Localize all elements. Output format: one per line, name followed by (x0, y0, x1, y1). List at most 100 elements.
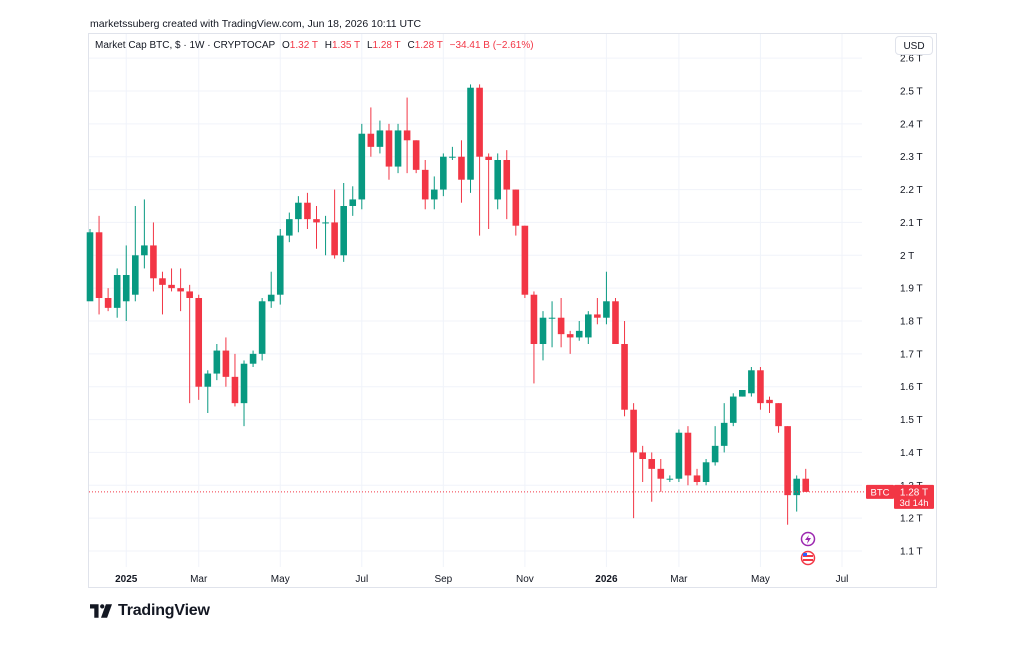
candle-body (693, 475, 701, 482)
candle-body (95, 232, 103, 298)
candle-body (675, 432, 683, 479)
candle-body (86, 232, 94, 302)
x-tick-label: Sep (434, 574, 452, 585)
candle-body (748, 370, 755, 394)
candle-body (612, 301, 619, 344)
candle-body (585, 314, 592, 338)
candle-body (295, 202, 302, 220)
legend-close-label: C (407, 40, 415, 51)
y-tick-label: 2.2 T (900, 185, 923, 196)
candle-body (793, 478, 800, 496)
candle-body (757, 370, 764, 404)
x-tick-label: Jul (836, 574, 849, 585)
candle-body (684, 432, 692, 476)
legend-change: −34.41 B (−2.61%) (449, 40, 534, 51)
bar-countdown: 3d 14h (899, 498, 928, 509)
x-tick-label: May (271, 574, 290, 585)
x-tick-label: 2026 (595, 574, 618, 585)
price-tag-value: 1.28 T (900, 487, 928, 498)
candle-body (122, 275, 130, 302)
us-flag-stripes (803, 555, 813, 557)
price-axis[interactable]: 1.1 T1.2 T1.3 T1.4 T1.5 T1.6 T1.7 T1.8 T… (900, 54, 923, 558)
candle-body (204, 373, 212, 387)
candle-body (449, 156, 456, 158)
candle-body (113, 275, 121, 308)
x-tick-label: Mar (190, 574, 208, 585)
last-price-layer: BTC 1.28 T3d 14h (89, 484, 934, 509)
lightning-bolt-glyph (805, 535, 811, 544)
candle-body (530, 294, 538, 344)
tradingview-brand[interactable]: TradingView (90, 602, 210, 620)
candle-body (267, 294, 275, 302)
candle-body (467, 87, 474, 180)
y-tick-label: 1.2 T (900, 514, 923, 525)
candle-body (784, 426, 791, 496)
candle-body (503, 160, 511, 190)
y-tick-label: 2.4 T (900, 119, 923, 130)
symbol-tag-label: BTC (871, 487, 890, 498)
symbol-tag (866, 484, 894, 499)
candle-body (639, 452, 646, 459)
candle-body (711, 445, 719, 463)
y-tick-label: 1.1 T (900, 547, 923, 558)
symbol-legend: Market Cap BTC, $ · 1W · CRYPTOCAP O1.32… (95, 40, 534, 51)
candle-body (104, 298, 112, 308)
candle-body (213, 350, 221, 374)
candle-body (766, 399, 773, 404)
candle-body (240, 363, 248, 404)
candle-body (349, 199, 357, 206)
candle-body (276, 235, 284, 295)
candle-body (630, 409, 637, 453)
candle-body (720, 422, 728, 446)
candle-body (702, 462, 710, 482)
candle-body (621, 344, 628, 410)
candle-body (430, 189, 438, 200)
chart-pane[interactable] (88, 33, 937, 588)
candle-body (376, 130, 384, 147)
legend-low: 1.28 T (372, 40, 401, 51)
legend-high-label: H (324, 40, 332, 51)
time-axis[interactable]: 2025 Mar May Jul Sep Nov 2026 Mar May Jul (115, 574, 848, 585)
tradingview-logo-icon (90, 604, 112, 618)
candles-layer (86, 84, 810, 525)
y-tick-label: 2 T (900, 251, 914, 262)
y-tick-label: 1.6 T (900, 382, 923, 393)
candle-body (340, 206, 347, 256)
us-flag-stripes-2 (803, 559, 813, 561)
y-tick-label: 2.1 T (900, 218, 923, 229)
candle-body (186, 291, 193, 298)
candle-body (594, 314, 601, 318)
event-markers[interactable] (800, 531, 816, 566)
legend-high: 1.35 T (331, 40, 361, 51)
candle-body (440, 156, 447, 190)
y-tick-label: 2.3 T (900, 152, 923, 163)
legend-low-label: L (366, 40, 373, 51)
x-tick-label: Jul (355, 574, 368, 585)
currency-button[interactable]: USD (895, 36, 933, 55)
candle-body (775, 403, 782, 427)
candle-body (666, 478, 674, 480)
candle-body (802, 478, 810, 492)
candle-body (521, 225, 529, 295)
legend-symbol: Market Cap BTC, $ · 1W · CRYPTOCAP (95, 40, 276, 51)
candle-body (258, 301, 266, 354)
y-tick-label: 1.5 T (900, 415, 923, 426)
candle-body (575, 330, 583, 338)
price-tag (894, 484, 934, 509)
y-tick-label: 2.5 T (900, 87, 923, 98)
candle-body (557, 317, 565, 335)
y-tick-label: 1.8 T (900, 317, 923, 328)
candle-body (313, 219, 320, 223)
candle-body (485, 156, 492, 160)
candle-body (657, 468, 665, 479)
candle-body (322, 222, 329, 224)
candle-body (168, 284, 175, 289)
candle-body (548, 317, 556, 319)
us-flag-canton (803, 553, 807, 556)
x-tick-label: Nov (516, 574, 534, 585)
candle-body (648, 459, 656, 469)
candle-body (403, 130, 411, 141)
legend-close: 1.28 T (414, 40, 443, 51)
candle-body (358, 133, 366, 200)
